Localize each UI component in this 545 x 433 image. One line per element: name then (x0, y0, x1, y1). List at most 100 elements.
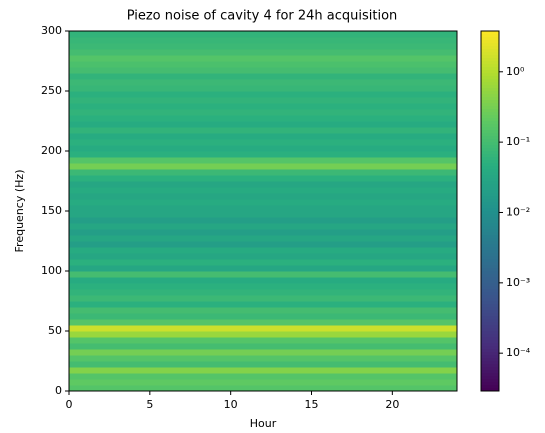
y-tick-label: 50 (48, 324, 62, 337)
colorbar-swatch (481, 373, 499, 377)
colorbar-swatch (481, 154, 499, 158)
heat-cell (69, 301, 457, 308)
colorbar-swatch (481, 310, 499, 314)
heat-cell (69, 127, 457, 134)
colorbar-swatch (481, 49, 499, 53)
colorbar-swatch (481, 139, 499, 143)
heat-cell (69, 253, 457, 260)
colorbar-swatch (481, 265, 499, 269)
colorbar-swatch (481, 76, 499, 80)
colorbar-swatch (481, 262, 499, 266)
colorbar-tick-label: 10⁻³ (506, 276, 530, 289)
y-tick-label: 200 (41, 144, 62, 157)
colorbar-swatch (481, 175, 499, 179)
heat-cell (69, 67, 457, 74)
heat-cell (69, 235, 457, 242)
heat-cell (69, 277, 457, 284)
colorbar-swatch (481, 241, 499, 245)
colorbar-swatch (481, 130, 499, 134)
colorbar-swatch (481, 301, 499, 305)
colorbar-swatch (481, 289, 499, 293)
heat-cell (69, 85, 457, 92)
colorbar-swatch (481, 349, 499, 353)
colorbar-swatch (481, 118, 499, 122)
heat-cell (69, 43, 457, 50)
heat-cell (69, 163, 457, 170)
colorbar-tick-label: 10⁻⁴ (506, 346, 531, 359)
colorbar-swatch (481, 370, 499, 374)
colorbar-swatch (481, 346, 499, 350)
colorbar-swatch (481, 85, 499, 89)
x-tick-label: 0 (66, 398, 73, 411)
colorbar-swatch (481, 382, 499, 386)
colorbar-swatch (481, 211, 499, 215)
heat-cell (69, 151, 457, 158)
heat-cell (69, 361, 457, 368)
colorbar-swatch (481, 355, 499, 359)
colorbar-swatch (481, 235, 499, 239)
heat-cell (69, 295, 457, 302)
colorbar-swatch (481, 52, 499, 56)
heat-cell (69, 259, 457, 266)
heat-cell (69, 211, 457, 218)
heat-cell (69, 73, 457, 80)
heat-cell (69, 217, 457, 224)
colorbar-swatch (481, 295, 499, 299)
colorbar-swatch (481, 61, 499, 65)
colorbar-swatch (481, 46, 499, 50)
colorbar-swatch (481, 34, 499, 38)
heat-cell (69, 385, 457, 392)
colorbar-swatch (481, 37, 499, 41)
heat-cell (69, 319, 457, 326)
heat-cell (69, 103, 457, 110)
heat-cell (69, 241, 457, 248)
colorbar-swatch (481, 58, 499, 62)
colorbar-swatch (481, 64, 499, 68)
colorbar-tick-label: 10⁻² (506, 205, 530, 218)
y-tick-label: 150 (41, 204, 62, 217)
colorbar (481, 31, 499, 392)
heat-cell (69, 97, 457, 104)
colorbar-swatch (481, 388, 499, 392)
colorbar-swatch (481, 364, 499, 368)
colorbar-swatch (481, 283, 499, 287)
colorbar-swatch (481, 343, 499, 347)
colorbar-swatch (481, 55, 499, 59)
colorbar-swatch (481, 193, 499, 197)
colorbar-swatch (481, 205, 499, 209)
colorbar-swatch (481, 136, 499, 140)
colorbar-swatch (481, 106, 499, 110)
colorbar-swatch (481, 307, 499, 311)
colorbar-swatch (481, 40, 499, 44)
heat-cell (69, 199, 457, 206)
colorbar-swatch (481, 43, 499, 47)
y-tick-label: 250 (41, 84, 62, 97)
colorbar-swatch (481, 313, 499, 317)
colorbar-swatch (481, 379, 499, 383)
colorbar-swatch (481, 202, 499, 206)
chart-title: Piezo noise of cavity 4 for 24h acquisit… (127, 9, 398, 24)
colorbar-swatch (481, 286, 499, 290)
colorbar-swatch (481, 229, 499, 233)
colorbar-swatch (481, 250, 499, 254)
heat-cell (69, 55, 457, 62)
heat-cell (69, 247, 457, 254)
colorbar-swatch (481, 172, 499, 176)
x-tick-label: 15 (305, 398, 319, 411)
colorbar-swatch (481, 247, 499, 251)
colorbar-swatch (481, 226, 499, 230)
colorbar-swatch (481, 277, 499, 281)
heat-cell (69, 349, 457, 356)
colorbar-swatch (481, 91, 499, 95)
colorbar-swatch (481, 256, 499, 260)
colorbar-swatch (481, 337, 499, 341)
y-tick-label: 100 (41, 264, 62, 277)
colorbar-swatch (481, 151, 499, 155)
heat-cell (69, 331, 457, 338)
heat-cell (69, 373, 457, 380)
colorbar-swatch (481, 196, 499, 200)
heat-cell (69, 109, 457, 116)
colorbar-swatch (481, 190, 499, 194)
heat-cell (69, 325, 457, 332)
heat-cell (69, 31, 457, 38)
